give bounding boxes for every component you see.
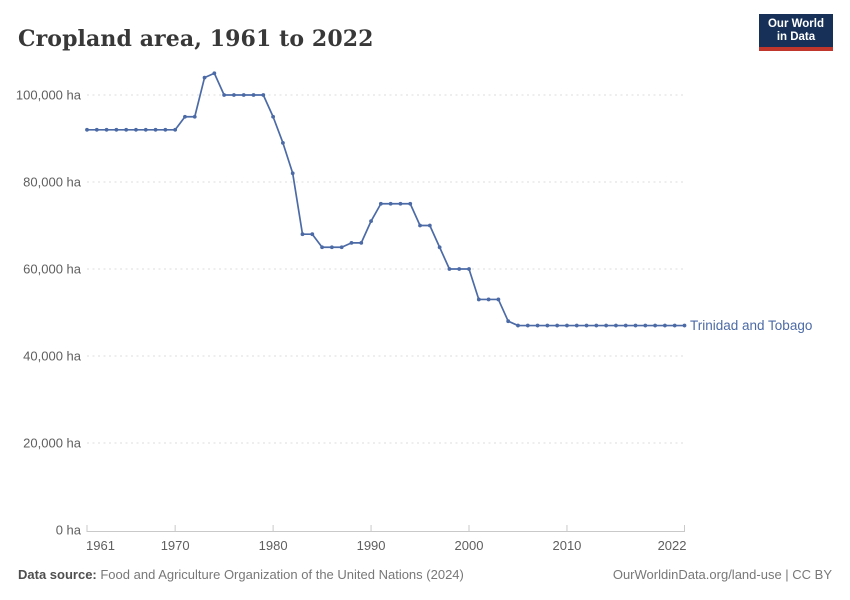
data-point[interactable] xyxy=(584,323,589,328)
data-point[interactable] xyxy=(672,323,677,328)
y-axis-label: 60,000 ha xyxy=(23,262,82,277)
data-point[interactable] xyxy=(604,323,609,328)
x-axis-label: 1990 xyxy=(357,538,386,553)
data-point[interactable] xyxy=(408,201,413,206)
x-axis-label: 1970 xyxy=(161,538,190,553)
chart-line[interactable] xyxy=(86,72,686,327)
data-point[interactable] xyxy=(643,323,648,328)
data-point[interactable] xyxy=(251,93,256,97)
data-point[interactable] xyxy=(329,245,334,250)
data-point[interactable] xyxy=(418,223,422,228)
owid-logo-line2: in Data xyxy=(776,31,816,43)
data-point[interactable] xyxy=(496,297,501,302)
chart-canvas: 0 ha 20,000 ha 40,000 ha 60,000 ha 80,000 ha… xyxy=(16,71,812,553)
data-point[interactable] xyxy=(94,127,99,132)
credit-link[interactable]: OurWorldinData.org/land-use | CC BY xyxy=(612,567,832,582)
data-point[interactable] xyxy=(183,114,187,119)
data-point[interactable] xyxy=(153,127,158,132)
y-axis-label: 0 ha xyxy=(56,523,82,538)
data-point[interactable] xyxy=(290,171,295,176)
data-point[interactable] xyxy=(594,323,599,328)
data-point[interactable] xyxy=(124,127,129,132)
data-point[interactable] xyxy=(310,232,315,237)
data-point[interactable] xyxy=(623,323,628,328)
data-point[interactable] xyxy=(467,267,471,271)
data-point[interactable] xyxy=(281,140,285,145)
data-point[interactable] xyxy=(241,93,246,97)
data-point[interactable] xyxy=(555,323,560,328)
data-point[interactable] xyxy=(565,323,569,328)
series-label[interactable]: Trinidad and Tobago xyxy=(690,318,812,333)
x-axis-label: 1980 xyxy=(259,538,288,553)
data-point[interactable] xyxy=(378,201,383,206)
y-axis-label: 40,000 ha xyxy=(23,349,82,364)
y-axis-label: 20,000 ha xyxy=(23,436,82,451)
chart-footer: Data source: Food and Agriculture Organi… xyxy=(18,567,832,582)
data-point[interactable] xyxy=(212,71,217,76)
data-point[interactable] xyxy=(134,127,138,132)
data-point[interactable] xyxy=(339,245,344,250)
data-point[interactable] xyxy=(506,319,511,324)
data-source: Data source: Food and Agriculture Organi… xyxy=(18,567,464,582)
data-point[interactable] xyxy=(447,267,452,271)
data-point[interactable] xyxy=(653,323,658,328)
data-point[interactable] xyxy=(398,201,403,206)
data-point[interactable] xyxy=(633,323,638,328)
y-axis-label: 100,000 ha xyxy=(16,88,82,103)
data-point[interactable] xyxy=(476,297,481,302)
owid-logo[interactable]: Our World in Data xyxy=(758,14,833,51)
owid-logo-line1: Our World xyxy=(767,18,824,30)
data-point[interactable] xyxy=(525,323,530,328)
data-point[interactable] xyxy=(192,114,197,119)
x-axis-label: 2010 xyxy=(552,538,581,553)
data-point[interactable] xyxy=(85,127,89,132)
data-point[interactable] xyxy=(682,323,687,328)
page-title: Cropland area, 1961 to 2022 xyxy=(18,25,374,52)
data-point[interactable] xyxy=(232,93,236,97)
data-point[interactable] xyxy=(261,93,266,97)
data-point[interactable] xyxy=(114,127,119,132)
data-point[interactable] xyxy=(143,127,148,132)
data-point[interactable] xyxy=(545,323,550,328)
data-point[interactable] xyxy=(349,241,354,245)
data-point[interactable] xyxy=(427,223,432,228)
data-point[interactable] xyxy=(535,323,540,328)
data-point[interactable] xyxy=(359,241,364,245)
data-point[interactable] xyxy=(320,245,324,250)
data-point[interactable] xyxy=(663,323,667,328)
data-point[interactable] xyxy=(437,245,442,250)
data-point[interactable] xyxy=(486,297,491,302)
x-axis-label: 1961 xyxy=(86,538,115,553)
data-point[interactable] xyxy=(388,201,393,206)
data-point[interactable] xyxy=(614,323,618,328)
data-point[interactable] xyxy=(457,267,462,271)
line-chart: 0 ha 20,000 ha 40,000 ha 60,000 ha 80,000 ha… xyxy=(16,71,812,553)
x-axis-label: 2000 xyxy=(455,538,484,553)
data-point[interactable] xyxy=(300,232,305,237)
data-point[interactable] xyxy=(369,219,373,224)
x-axis-label: 2022 xyxy=(658,538,687,553)
data-point[interactable] xyxy=(163,127,168,132)
data-point[interactable] xyxy=(271,114,276,119)
data-point[interactable] xyxy=(574,323,579,328)
data-point[interactable] xyxy=(516,323,520,328)
data-point[interactable] xyxy=(202,75,207,80)
data-source-label: Data source: xyxy=(18,567,97,582)
data-source-text: Food and Agriculture Organization of the… xyxy=(96,567,464,582)
data-point[interactable] xyxy=(173,127,178,132)
data-point[interactable] xyxy=(222,93,227,97)
y-axis-label: 80,000 ha xyxy=(23,175,82,190)
data-point[interactable] xyxy=(104,127,109,132)
